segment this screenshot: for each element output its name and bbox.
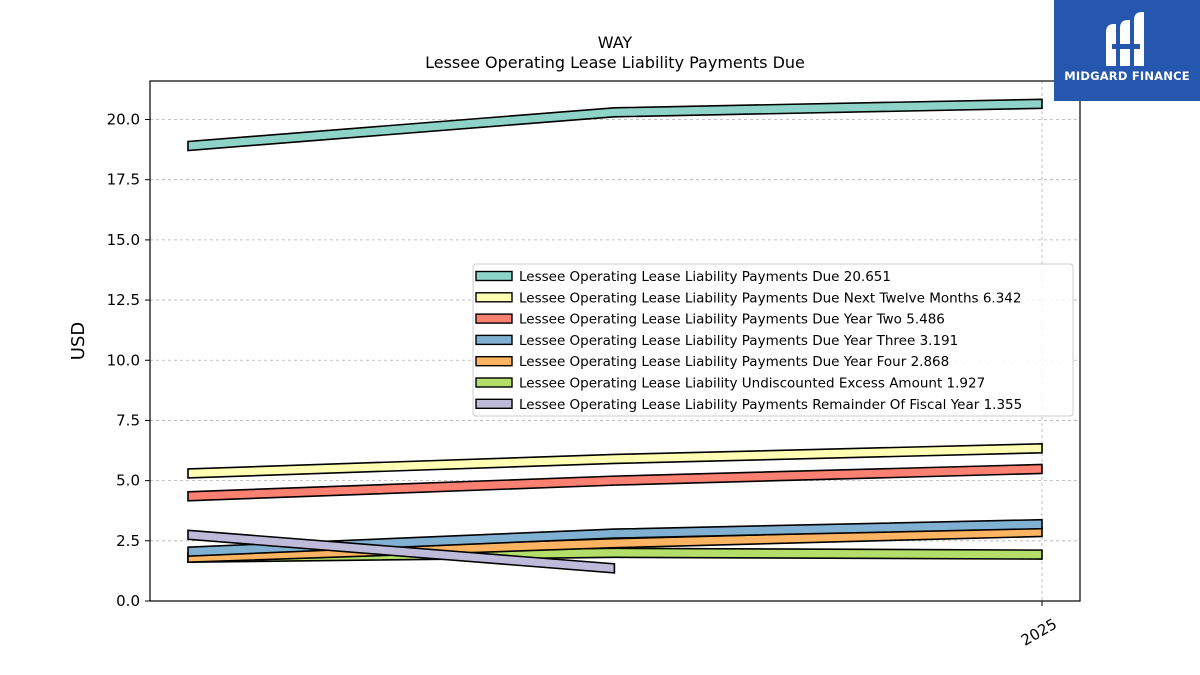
legend-label: Lessee Operating Lease Liability Payment… <box>519 269 891 285</box>
legend-label: Lessee Operating Lease Liability Payment… <box>519 290 1021 306</box>
x-axis: 2025 <box>1018 601 1060 650</box>
series-line <box>187 443 1043 479</box>
legend-label: Lessee Operating Lease Liability Payment… <box>519 354 949 370</box>
legend-swatch <box>475 292 513 303</box>
series-line <box>187 98 1043 152</box>
legend-label: Lessee Operating Lease Liability Payment… <box>519 312 945 328</box>
chart-title: WAY <box>598 33 633 52</box>
legend-swatch <box>475 377 513 388</box>
chart-subtitle: Lessee Operating Lease Liability Payment… <box>425 53 805 72</box>
y-axis-label: USD <box>68 322 89 360</box>
y-tick-label: 2.5 <box>116 532 140 550</box>
legend-label: Lessee Operating Lease Liability Undisco… <box>519 376 985 392</box>
legend-swatch <box>475 270 513 282</box>
series-line <box>187 529 616 574</box>
y-tick-label: 0.0 <box>116 592 140 610</box>
legend-label: Lessee Operating Lease Liability Payment… <box>519 397 1022 413</box>
legend-swatch <box>475 334 513 346</box>
logo-text: MIDGARD FINANCE <box>1064 69 1190 83</box>
y-tick-label: 7.5 <box>116 411 140 429</box>
y-tick-label: 17.5 <box>107 171 140 189</box>
legend-swatch <box>475 356 513 367</box>
y-tick-label: 20.0 <box>107 111 140 129</box>
y-tick-label: 15.0 <box>107 231 140 249</box>
midgard-logo-icon <box>1106 12 1144 66</box>
y-tick-label: 10.0 <box>107 351 140 369</box>
legend-swatch <box>475 313 513 324</box>
midgard-logo: MIDGARD FINANCE <box>1054 0 1200 101</box>
legend: Lessee Operating Lease Liability Payment… <box>472 263 1074 417</box>
legend-swatch <box>475 398 513 409</box>
y-tick-label: 12.5 <box>107 291 140 309</box>
x-tick-label: 2025 <box>1018 615 1060 650</box>
plot-frame <box>149 80 1081 602</box>
series-line <box>187 463 1043 502</box>
y-tick-label: 5.0 <box>116 472 140 490</box>
series-group <box>187 98 1043 574</box>
y-axis: 0.0 2.5 5.0 7.5 10.0 12.5 15.0 17.5 20.0 <box>107 111 150 610</box>
legend-label: Lessee Operating Lease Liability Payment… <box>519 333 958 349</box>
legend-box <box>472 263 1074 417</box>
